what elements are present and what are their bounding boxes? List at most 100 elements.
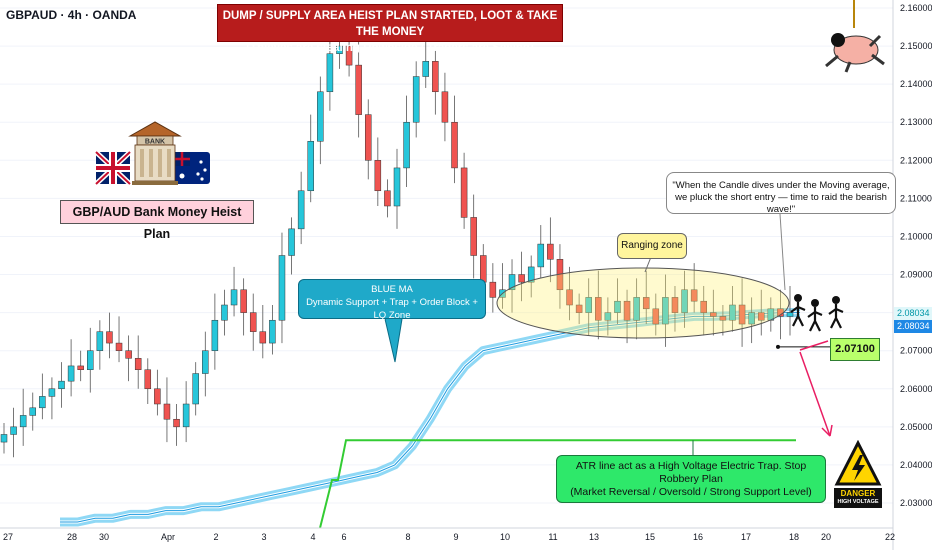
current-price-tag-1: 2.08034	[894, 307, 932, 320]
blue-ma-title: BLUE MA	[371, 284, 413, 295]
candle-body	[441, 91, 449, 123]
candle-body	[614, 300, 621, 313]
y-tick-label: 2.09000	[900, 270, 932, 280]
candle-body	[355, 64, 362, 115]
x-axis: 27 28 30 Apr 2 3 4 6 8 9 10 11 13 15 16 17 18 20 22	[0, 527, 895, 542]
candle-body	[690, 289, 698, 302]
level-arrow-line	[799, 340, 829, 351]
x-tick-label: 10	[500, 532, 510, 542]
y-tick-label: 2.13000	[900, 117, 932, 127]
x-tick-label: 4	[310, 532, 315, 542]
x-tick-label: 22	[885, 532, 895, 542]
blue-ma-callout: BLUE MA Dynamic Support + Trap + Order B…	[298, 279, 486, 321]
candle-body	[211, 319, 219, 351]
candle-body	[67, 365, 75, 382]
danger-label: DANGER HIGH VOLTAGE	[834, 488, 882, 508]
danger-title: DANGER	[840, 489, 876, 498]
banner-line-1: DUMP / SUPPLY AREA HEIST PLAN STARTED, L…	[222, 10, 558, 38]
candle-body	[96, 331, 104, 351]
candle-body	[221, 304, 228, 321]
x-tick-label: 6	[341, 532, 346, 542]
blue-ma-description: Dynamic Support + Trap + Order Block + L…	[306, 297, 478, 321]
candle-body	[202, 350, 209, 374]
ranging-zone-callout: Ranging zone	[617, 233, 687, 259]
candle-body	[662, 297, 669, 325]
ranging-zone-ellipse	[496, 256, 790, 339]
y-tick-label: 2.15000	[900, 41, 932, 51]
candle-body	[489, 281, 497, 298]
heist-banner: DUMP / SUPPLY AREA HEIST PLAN STARTED, L…	[217, 4, 563, 54]
candle-body	[0, 434, 8, 443]
candle-body	[393, 167, 401, 207]
candle-body	[125, 350, 132, 359]
candle-body	[403, 121, 410, 169]
candle-body	[595, 297, 602, 321]
x-tick-label: 17	[741, 532, 751, 542]
candle-body	[364, 114, 372, 161]
candle-body	[192, 373, 199, 405]
quote-callout: "When the Candle dives under the Moving …	[666, 172, 896, 215]
candle-body	[470, 217, 477, 256]
candle-body	[10, 426, 17, 435]
danger-sign: DANGER HIGH VOLTAGE	[834, 439, 882, 508]
candle-body	[652, 308, 660, 325]
x-tick-label: 20	[821, 532, 831, 542]
candle-body	[374, 160, 382, 192]
target-arrow-line	[799, 351, 831, 437]
x-tick-label: 18	[789, 532, 799, 542]
thief-icon	[794, 294, 802, 302]
atr-callout: ATR line act as a High Voltage Electric …	[556, 455, 826, 503]
thief-body	[828, 304, 844, 329]
candle-body	[384, 190, 391, 207]
current-price-tag-2: 2.08034	[894, 320, 932, 333]
candle-body	[288, 228, 295, 256]
candle-body	[317, 91, 324, 142]
candlesticks	[0, 27, 794, 458]
x-tick-label: 28	[67, 532, 77, 542]
x-tick-label: 16	[693, 532, 703, 542]
candle-body	[729, 304, 736, 321]
x-tick-label: 27	[3, 532, 13, 542]
candle-body	[604, 312, 612, 321]
candle-body	[163, 403, 171, 420]
y-tick-label: 2.16000	[900, 3, 932, 13]
candle-body	[460, 167, 468, 218]
candle-body	[154, 388, 161, 405]
candle-body	[432, 61, 439, 93]
candle-body	[345, 45, 353, 66]
robber-icon	[833, 35, 879, 65]
x-tick-label: 8	[405, 532, 410, 542]
blue-ma-line	[60, 312, 800, 523]
robber-limbs	[825, 34, 885, 73]
candle-body	[575, 304, 583, 313]
candle-body	[547, 243, 554, 260]
candle-body	[719, 316, 727, 321]
blue-callout-pointer	[384, 318, 403, 363]
candle-body	[700, 300, 707, 313]
bank-steps	[132, 181, 178, 185]
candle-body	[134, 358, 142, 370]
candle-body	[757, 312, 765, 321]
y-tick-label: 2.10000	[900, 231, 932, 241]
bank-column	[158, 149, 162, 177]
candle-body	[39, 396, 46, 409]
y-tick-label: 2.07000	[900, 346, 932, 356]
thief-icon	[811, 299, 819, 307]
candle-body	[230, 289, 238, 306]
candle-body	[412, 76, 420, 123]
candle-body	[77, 365, 84, 370]
thief-body	[790, 302, 806, 327]
x-tick-label: 11	[548, 532, 557, 542]
atr-line-1: ATR line act as a High Voltage Electric …	[575, 460, 807, 485]
candle-body	[259, 331, 267, 344]
y-tick-label: 2.11000	[900, 193, 932, 203]
candle-body	[537, 243, 545, 268]
candle-body	[642, 297, 650, 310]
candle-body	[786, 312, 794, 317]
candle-body	[115, 342, 123, 351]
au-flag-star	[200, 177, 204, 181]
candle-body	[671, 297, 679, 313]
candle-body	[623, 300, 631, 321]
y-tick-label: 2.03000	[900, 498, 932, 508]
